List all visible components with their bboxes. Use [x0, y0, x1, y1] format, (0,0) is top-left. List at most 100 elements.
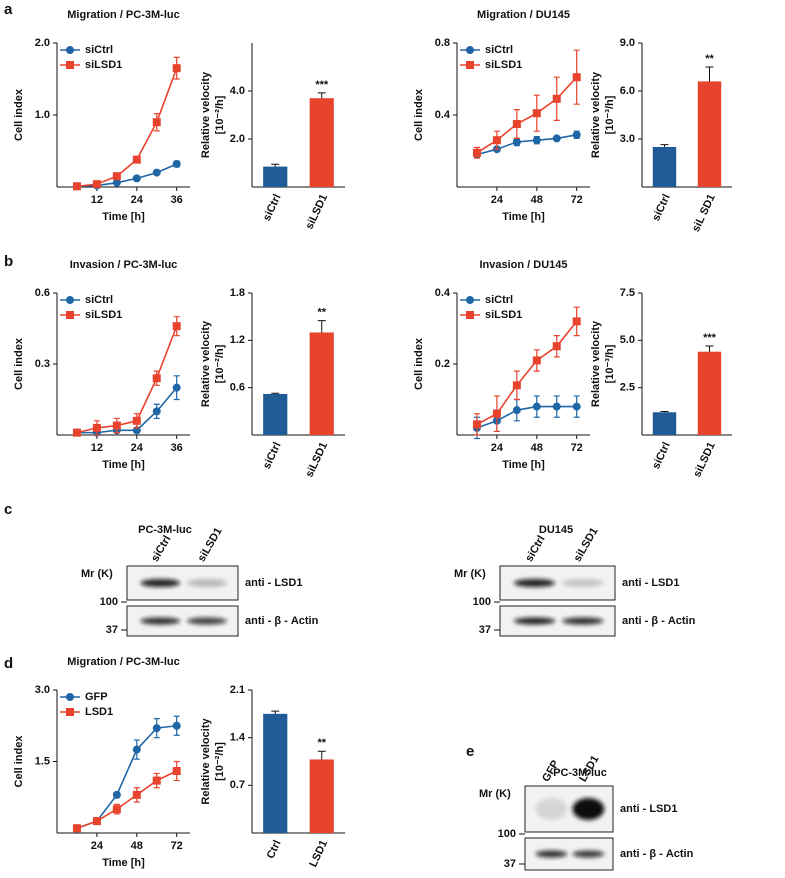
- y-axis-label: [10⁻³/h]: [604, 95, 616, 134]
- error-bar: [317, 750, 326, 760]
- bar: [263, 166, 288, 187]
- error-bar: [660, 144, 669, 147]
- y-axis-label: Relative velocity: [200, 320, 212, 407]
- legend-label: LSD1: [85, 706, 113, 718]
- blot-title: PC-3M-luc: [138, 524, 192, 536]
- data-point: [572, 130, 581, 139]
- data-point: [552, 402, 561, 411]
- legend-marker: [66, 46, 74, 54]
- data-point: [532, 136, 541, 145]
- y-tick-label: 3.0: [35, 684, 50, 696]
- y-axis-label: Cell index: [413, 88, 425, 141]
- error-bar: [660, 411, 669, 413]
- y-axis-label: [10⁻³/h]: [604, 344, 616, 383]
- mr-label: Mr (K): [479, 788, 511, 800]
- bar: [263, 393, 288, 435]
- bar: [697, 81, 722, 187]
- data-point: [112, 790, 121, 799]
- data-point: [112, 172, 121, 181]
- y-tick-label: 0.4: [435, 287, 451, 299]
- legend-label: siLSD1: [485, 59, 522, 71]
- y-axis-label: [10⁻²/h]: [214, 95, 226, 134]
- data-point: [172, 159, 181, 168]
- data-point: [72, 824, 81, 833]
- antibody-label: anti - LSD1: [620, 803, 677, 815]
- blot-band: [140, 617, 181, 625]
- chart-title: Invasion / DU145: [479, 259, 567, 271]
- x-tick-label: 48: [131, 840, 143, 852]
- y-axis-label: Relative velocity: [200, 718, 212, 805]
- y-tick-label: 0.2: [435, 358, 450, 370]
- bar: [652, 412, 677, 435]
- legend-label: siCtrl: [485, 44, 513, 56]
- panel-label: e: [466, 743, 474, 760]
- error-bar: [271, 710, 280, 714]
- y-tick-label: 1.8: [230, 287, 245, 299]
- chart-title: Invasion / PC-3M-luc: [70, 259, 178, 271]
- x-tick-label: 24: [491, 194, 504, 206]
- x-axis-label: Time [h]: [102, 459, 145, 471]
- data-point: [572, 73, 581, 82]
- data-point: [72, 182, 81, 191]
- blot-band: [513, 617, 556, 625]
- bar: [309, 759, 334, 833]
- y-axis-label: Relative velocity: [200, 71, 212, 158]
- significance: **: [317, 737, 326, 749]
- y-tick-label: 0.3: [35, 358, 50, 370]
- data-point: [172, 721, 181, 730]
- x-axis-label: Time [h]: [102, 211, 145, 223]
- legend-marker: [66, 311, 74, 319]
- chart-title: Migration / PC-3M-luc: [67, 656, 179, 668]
- data-point: [132, 745, 141, 754]
- x-tick-label: 12: [91, 194, 103, 206]
- blot-band: [572, 850, 605, 858]
- y-tick-label: 3.0: [620, 133, 635, 145]
- y-tick-label: 0.7: [230, 779, 245, 791]
- data-point: [552, 94, 561, 103]
- data-point: [472, 148, 481, 157]
- y-tick-label: 0.6: [35, 287, 50, 299]
- legend-label: siCtrl: [85, 294, 113, 306]
- legend-marker: [66, 61, 74, 69]
- data-point: [72, 428, 81, 437]
- data-point: [172, 64, 181, 73]
- legend-marker: [466, 296, 474, 304]
- panel-label: c: [4, 501, 12, 518]
- data-point: [132, 155, 141, 164]
- x-tick-label: 24: [131, 442, 144, 454]
- data-point: [512, 406, 521, 415]
- y-axis-label: [10⁻²/h]: [214, 742, 226, 781]
- data-point: [152, 374, 161, 383]
- y-tick-label: 4.0: [230, 85, 245, 97]
- legend-marker: [66, 708, 74, 716]
- x-axis-label: Time [h]: [102, 857, 145, 869]
- y-tick-label: 2.0: [230, 133, 245, 145]
- data-point: [152, 724, 161, 733]
- legend-label: siLSD1: [85, 59, 122, 71]
- data-point: [152, 168, 161, 177]
- data-point: [112, 421, 121, 430]
- data-point: [172, 322, 181, 331]
- data-point: [92, 180, 101, 189]
- marker-label: 37: [106, 624, 118, 636]
- x-axis-label: Time [h]: [502, 211, 545, 223]
- significance: ***: [703, 332, 717, 344]
- x-axis-label: Time [h]: [502, 459, 545, 471]
- data-point: [552, 342, 561, 351]
- x-tick-label: 72: [571, 194, 583, 206]
- legend-label: siCtrl: [485, 294, 513, 306]
- error-bar: [317, 92, 326, 99]
- y-tick-label: 1.5: [35, 755, 50, 767]
- data-point: [112, 805, 121, 814]
- y-tick-label: 0.4: [435, 109, 451, 121]
- y-tick-label: 1.4: [230, 732, 246, 744]
- bar: [263, 713, 288, 833]
- x-tick-label: 48: [531, 194, 543, 206]
- x-tick-label: 24: [91, 840, 104, 852]
- legend-marker: [466, 61, 474, 69]
- data-point: [572, 317, 581, 326]
- blot-band: [140, 579, 181, 587]
- y-tick-label: 0.8: [435, 37, 450, 49]
- y-axis-label: Cell index: [13, 88, 25, 141]
